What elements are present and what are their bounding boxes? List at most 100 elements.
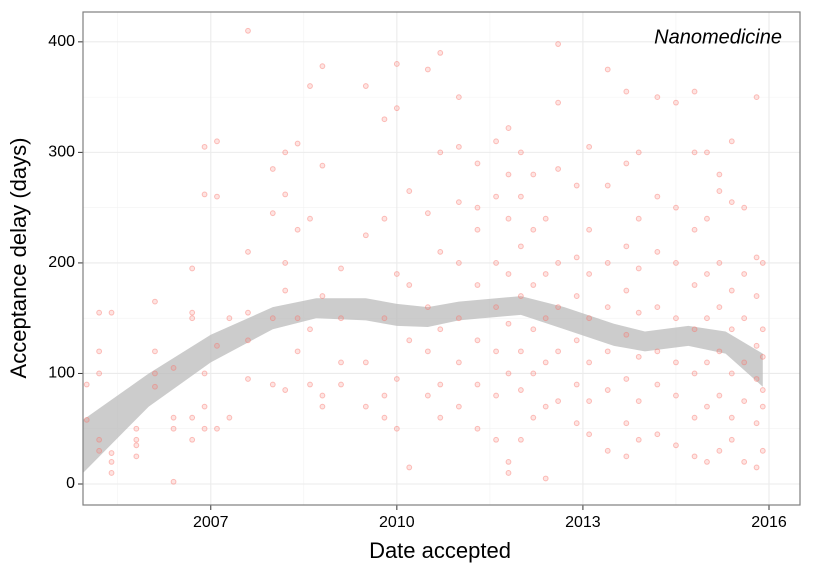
point — [269, 210, 276, 217]
point — [716, 348, 723, 355]
point — [338, 381, 344, 388]
point — [393, 376, 400, 382]
point — [704, 149, 710, 156]
point — [691, 453, 698, 460]
point — [728, 138, 735, 145]
point — [753, 254, 760, 261]
point — [555, 260, 562, 266]
point — [623, 453, 630, 460]
point — [716, 304, 723, 311]
point — [282, 287, 289, 294]
point — [741, 398, 748, 404]
point — [530, 282, 537, 288]
point — [319, 293, 326, 299]
point — [728, 199, 735, 206]
point — [381, 116, 388, 123]
point — [623, 243, 630, 250]
point — [189, 315, 196, 322]
point — [424, 392, 431, 399]
point — [381, 315, 388, 322]
point — [604, 447, 611, 454]
point — [245, 248, 251, 255]
point — [691, 88, 698, 95]
point — [493, 260, 499, 266]
point — [505, 470, 512, 476]
point — [542, 403, 549, 410]
point — [381, 215, 388, 222]
point — [654, 248, 661, 255]
point — [493, 436, 499, 443]
point — [338, 265, 344, 272]
point — [654, 348, 661, 355]
point — [189, 309, 196, 316]
point — [269, 381, 276, 388]
point — [152, 370, 158, 377]
point — [586, 431, 593, 438]
point — [623, 287, 630, 294]
point — [741, 458, 748, 465]
point — [133, 453, 140, 460]
point — [269, 166, 276, 172]
point — [753, 342, 760, 349]
point — [393, 61, 400, 67]
point — [586, 143, 593, 150]
point — [573, 182, 580, 189]
point — [604, 66, 611, 73]
point — [517, 149, 524, 156]
point — [573, 293, 580, 299]
point — [362, 232, 369, 239]
point — [437, 381, 444, 388]
point — [691, 226, 698, 233]
point — [604, 304, 611, 311]
plot-border — [82, 11, 801, 506]
point — [517, 193, 524, 200]
point — [753, 464, 760, 471]
point — [455, 260, 462, 266]
point — [555, 166, 562, 172]
point — [530, 171, 537, 178]
point — [424, 304, 431, 311]
point — [338, 315, 344, 322]
x-axis-title: Date accepted — [369, 538, 511, 563]
point — [759, 260, 766, 266]
point — [455, 359, 462, 366]
point — [604, 348, 611, 355]
point — [214, 342, 220, 349]
point — [474, 425, 481, 432]
point — [294, 226, 301, 233]
point — [635, 398, 642, 404]
point — [753, 376, 760, 382]
point — [474, 160, 481, 167]
point — [474, 204, 481, 211]
point — [505, 458, 512, 465]
point — [741, 204, 748, 211]
point — [505, 125, 512, 131]
point — [96, 348, 103, 355]
point — [201, 403, 208, 410]
point — [530, 370, 537, 377]
point — [282, 260, 289, 266]
point — [623, 420, 630, 427]
point — [245, 309, 251, 316]
point — [691, 370, 698, 377]
point — [759, 403, 766, 410]
point — [635, 436, 642, 443]
point — [530, 326, 537, 333]
point — [406, 337, 413, 344]
point — [406, 282, 413, 288]
point — [474, 337, 481, 344]
point — [704, 215, 710, 222]
point — [282, 149, 289, 156]
point — [437, 49, 444, 56]
point — [530, 226, 537, 233]
point — [716, 447, 723, 454]
point — [83, 381, 90, 388]
point — [170, 365, 177, 371]
point — [214, 425, 220, 432]
point — [96, 447, 103, 454]
point — [505, 370, 512, 377]
point — [728, 370, 735, 377]
point — [201, 425, 208, 432]
point — [517, 436, 524, 443]
point — [269, 315, 276, 322]
